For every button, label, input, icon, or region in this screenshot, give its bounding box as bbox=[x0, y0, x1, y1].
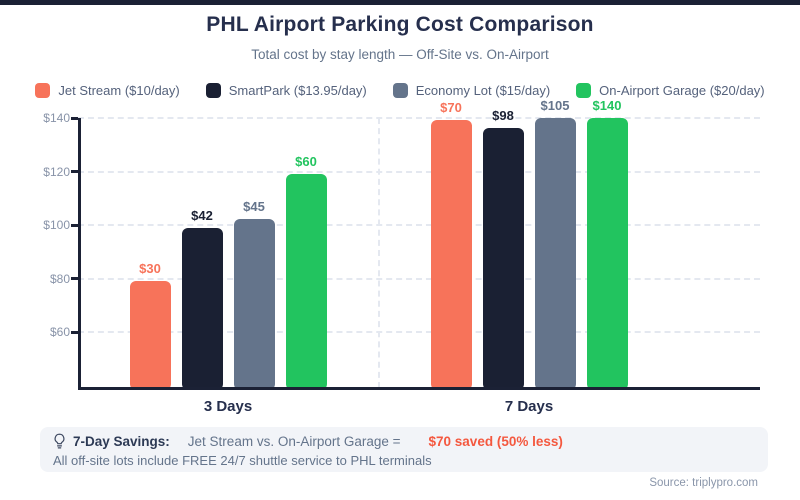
legend-item-1: Jet Stream ($10/day) bbox=[35, 82, 180, 98]
bar-value-label: $45 bbox=[243, 199, 265, 215]
bar-3-days-series-3 bbox=[233, 219, 275, 390]
legend-label: SmartPark ($13.95/day) bbox=[228, 82, 367, 98]
savings-comparison: Jet Stream vs. On-Airport Garage = bbox=[187, 434, 401, 449]
legend-swatch bbox=[576, 82, 592, 98]
legend-swatch bbox=[392, 82, 408, 98]
y-tick-mark bbox=[71, 330, 78, 334]
lightbulb-icon bbox=[54, 433, 65, 449]
page-title: PHL Airport Parking Cost Comparison bbox=[206, 13, 594, 36]
group-separator-line bbox=[378, 118, 380, 388]
legend-label: Economy Lot ($15/day) bbox=[415, 82, 551, 98]
source-credit: Source: triplypro.com bbox=[649, 477, 758, 489]
bar-7-days-series-3 bbox=[534, 118, 576, 390]
bar-value-label: $105 bbox=[540, 98, 570, 113]
bar-value-label: $42 bbox=[191, 208, 213, 224]
savings-value: $70 saved (50% less) bbox=[428, 434, 563, 449]
bar-3-days-series-2 bbox=[181, 228, 223, 390]
savings-line: 7-Day Savings: Jet Stream vs. On-Airport… bbox=[53, 433, 755, 450]
x-category-label: 3 Days bbox=[203, 398, 253, 415]
y-tick-label: $120 bbox=[43, 164, 70, 179]
x-category-label: 7 Days bbox=[504, 398, 554, 415]
y-tick-mark bbox=[71, 116, 78, 120]
y-tick-label: $80 bbox=[49, 271, 70, 286]
gridline-$80 bbox=[78, 277, 760, 280]
y-tick-label: $60 bbox=[49, 325, 70, 340]
gridline-$140 bbox=[78, 117, 760, 119]
savings-callout: 7-Day Savings: Jet Stream vs. On-Airport… bbox=[40, 427, 768, 472]
gridline-$60 bbox=[78, 331, 760, 334]
y-axis-line bbox=[78, 118, 81, 390]
y-tick-label: $140 bbox=[43, 111, 70, 125]
y-tick-mark bbox=[71, 170, 78, 174]
bar-value-label: $98 bbox=[492, 107, 514, 123]
bar-3-days-series-1 bbox=[129, 280, 171, 390]
page-subtitle: Total cost by stay length — Off-Site vs.… bbox=[251, 47, 549, 62]
legend-swatch bbox=[205, 82, 221, 98]
bar-3-days-series-4 bbox=[285, 174, 327, 390]
bar-value-label: $140 bbox=[592, 98, 622, 113]
y-tick-mark bbox=[71, 223, 78, 227]
savings-label: 7-Day Savings: bbox=[73, 434, 170, 449]
legend-item-4: On-Airport Garage ($20/day) bbox=[576, 82, 765, 98]
gridline-$100 bbox=[78, 224, 760, 227]
legend-item-2: SmartPark ($13.95/day) bbox=[205, 82, 367, 98]
x-axis-line bbox=[78, 387, 760, 390]
accent-top-bar bbox=[0, 0, 800, 5]
bar-value-label: $70 bbox=[440, 100, 462, 116]
bar-7-days-series-1 bbox=[430, 120, 472, 390]
bar-value-label: $60 bbox=[295, 154, 317, 170]
y-tick-mark bbox=[71, 277, 78, 281]
bar-value-label: $30 bbox=[139, 260, 161, 276]
shuttle-note: All off-site lots include FREE 24/7 shut… bbox=[53, 453, 432, 468]
chart-legend: Jet Stream ($10/day) SmartPark ($13.95/da… bbox=[0, 80, 800, 100]
bar-7-days-series-2 bbox=[482, 127, 524, 390]
gridline-$120 bbox=[78, 170, 760, 173]
legend-label: Jet Stream ($10/day) bbox=[58, 82, 180, 98]
y-tick-label: $100 bbox=[43, 218, 70, 233]
legend-swatch bbox=[35, 82, 51, 98]
legend-item-3: Economy Lot ($15/day) bbox=[392, 82, 551, 98]
bar-7-days-series-4 bbox=[586, 118, 628, 390]
legend-label: On-Airport Garage ($20/day) bbox=[599, 82, 765, 98]
